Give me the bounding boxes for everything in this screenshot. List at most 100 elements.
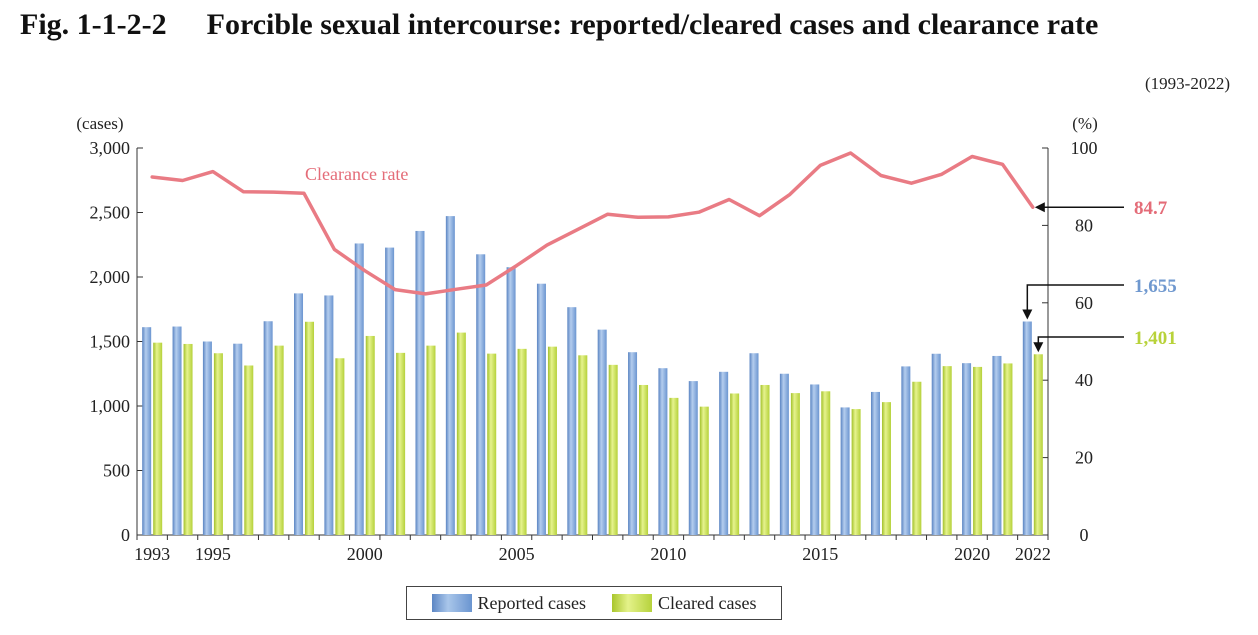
bar-cleared-2010 [669, 397, 679, 535]
chart-legend: Reported cases Cleared cases [406, 586, 782, 620]
bar-cleared-2002 [426, 345, 436, 535]
bar-reported-2014 [779, 373, 789, 535]
bar-cleared-2000 [365, 335, 375, 535]
bar-cleared-1999 [335, 358, 345, 535]
bar-reported-2000 [354, 243, 364, 535]
x-tick-label: 2000 [347, 544, 383, 564]
bar-reported-1993 [142, 327, 152, 535]
y-left-tick-label: 500 [103, 461, 130, 481]
rate-callout-arrow [1034, 202, 1045, 213]
y-right-tick-label: 60 [1075, 293, 1093, 313]
bar-cleared-2007 [578, 355, 588, 535]
bar-reported-2007 [567, 307, 577, 535]
bar-cleared-2017 [881, 402, 891, 535]
y-left-axis-label: (cases) [76, 114, 123, 133]
bar-cleared-1996 [244, 365, 254, 535]
figure-title: Fig. 1-1-2-2 Forcible sexual intercourse:… [20, 8, 1098, 42]
bar-cleared-2003 [456, 332, 466, 535]
legend-label-reported: Reported cases [477, 592, 586, 613]
figure-title-text: Forcible sexual intercourse: reported/cl… [206, 8, 1099, 41]
reported-callout-arrow [1022, 309, 1033, 320]
y-right-tick-label: 40 [1075, 370, 1093, 390]
cleared-callout-arrow [1033, 342, 1044, 353]
y-left-tick-label: 2,500 [90, 203, 131, 223]
bar-reported-2019 [931, 353, 941, 535]
legend-item-reported: Reported cases [431, 592, 586, 614]
legend-swatch-cleared [612, 594, 652, 612]
cleared-callout-value: 1,401 [1134, 328, 1177, 349]
bar-cleared-2015 [821, 391, 831, 535]
y-right-tick-label: 80 [1075, 215, 1093, 235]
bar-cleared-1994 [183, 343, 193, 535]
bar-cleared-1993 [153, 342, 163, 535]
bar-reported-1999 [324, 295, 334, 535]
bar-reported-2008 [597, 329, 607, 535]
bar-reported-2022 [1022, 321, 1032, 535]
bar-reported-2012 [719, 371, 729, 535]
bar-reported-2003 [445, 216, 455, 535]
bar-reported-1994 [172, 326, 182, 535]
legend-item-cleared: Cleared cases [612, 593, 756, 614]
bar-cleared-2018 [912, 381, 922, 535]
y-left-tick-label: 3,000 [90, 138, 131, 158]
x-tick-label: 1995 [195, 544, 231, 564]
bar-cleared-2012 [730, 393, 740, 535]
bar-reported-2011 [688, 381, 698, 535]
x-tick-label: 2010 [650, 544, 686, 564]
bar-reported-1996 [233, 343, 243, 535]
bar-reported-2002 [415, 230, 425, 535]
bar-reported-2021 [992, 355, 1002, 535]
bar-reported-2017 [870, 391, 880, 535]
bar-reported-1998 [294, 293, 304, 535]
bar-reported-2018 [901, 366, 911, 535]
x-tick-label: 1993 [134, 544, 170, 564]
bar-reported-2020 [962, 363, 972, 535]
clearance-rate-line [150, 151, 1035, 296]
x-tick-label: 2005 [499, 544, 535, 564]
bar-cleared-2011 [699, 406, 709, 535]
bar-reported-2015 [810, 384, 820, 535]
bar-reported-1997 [263, 321, 273, 535]
bar-cleared-1995 [213, 353, 223, 535]
line-layer [150, 151, 1035, 296]
y-left-tick-label: 2,000 [90, 267, 131, 287]
x-tick-label: 2015 [802, 544, 838, 564]
y-left-tick-label: 1,000 [90, 396, 131, 416]
period-label: (1993-2022) [1145, 74, 1230, 93]
reported-callout-value: 1,655 [1134, 276, 1177, 297]
figure-number: Fig. 1-1-2-2 [20, 8, 167, 41]
x-tick-label: 2020 [954, 544, 990, 564]
y-left-tick-label: 1,500 [90, 332, 131, 352]
bar-cleared-2001 [396, 352, 406, 535]
bar-cleared-1997 [274, 345, 284, 535]
bar-reported-2013 [749, 353, 759, 535]
bar-cleared-2022 [1033, 354, 1043, 535]
bar-cleared-2020 [973, 366, 983, 535]
cleared-callout-line [1037, 336, 1124, 345]
clearance-rate-label: Clearance rate [305, 164, 408, 184]
bar-reported-2006 [536, 283, 546, 535]
bar-reported-2016 [840, 407, 850, 535]
y-right-tick-label: 0 [1080, 525, 1089, 545]
y-right-tick-label: 20 [1075, 448, 1093, 468]
bar-reported-2004 [476, 254, 486, 535]
legend-swatch-reported [431, 594, 472, 612]
bar-cleared-2005 [517, 348, 527, 535]
bar-reported-2005 [506, 267, 516, 535]
y-left-tick-label: 0 [121, 525, 130, 545]
bar-cleared-2019 [942, 366, 952, 535]
bar-reported-2009 [628, 352, 638, 535]
bar-reported-2001 [385, 247, 395, 535]
reported-callout-line [1026, 284, 1124, 312]
y-right-axis-label: (%) [1072, 114, 1097, 133]
y-right-tick-label: 100 [1071, 138, 1098, 158]
bar-cleared-2016 [851, 409, 861, 535]
annotation-layer: Clearance rate 84.7 1,655 1,401 [305, 164, 1177, 353]
x-tick-label: 2022 [1015, 544, 1051, 564]
bar-cleared-2021 [1003, 363, 1013, 535]
bar-cleared-1998 [305, 321, 315, 535]
bar-reported-2010 [658, 368, 668, 535]
bar-cleared-2013 [760, 384, 770, 535]
axes-layer: 0 500 1,000 1,500 2,000 2,500 3,000 0 20 40 60 80 10… [76, 114, 1097, 564]
